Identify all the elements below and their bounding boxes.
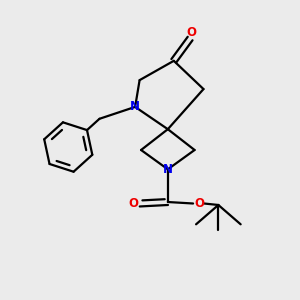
Text: N: N	[130, 100, 140, 113]
Text: O: O	[195, 197, 205, 210]
Text: O: O	[187, 26, 196, 39]
Text: N: N	[163, 163, 173, 176]
Text: O: O	[128, 197, 138, 210]
